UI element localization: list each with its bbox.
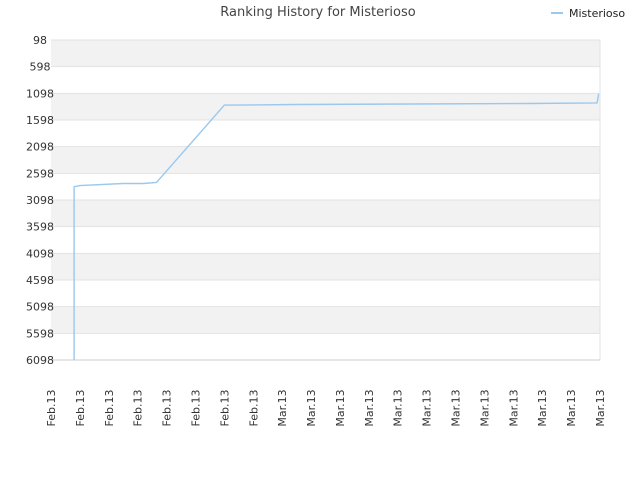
x-tick-label: Feb.13 <box>103 390 116 427</box>
plot-band <box>51 333 600 360</box>
y-tick-label: 5598 <box>26 327 54 340</box>
plot-band <box>51 40 600 67</box>
plot-band <box>51 146 600 174</box>
x-tick-label: Feb.13 <box>74 390 87 427</box>
plot-band <box>51 66 600 94</box>
chart-title: Ranking History for Misterioso <box>220 5 415 20</box>
plot-band <box>51 173 600 200</box>
plot-band <box>51 280 600 307</box>
x-tick-label: Mar.13 <box>450 389 463 426</box>
y-tick-label: 3598 <box>26 221 54 234</box>
x-tick-label: Feb.13 <box>45 390 58 427</box>
x-tick-label: Mar.13 <box>594 389 607 426</box>
plot-band <box>51 306 600 334</box>
x-tick-label: Feb.13 <box>218 390 231 427</box>
y-tick-label: 3098 <box>26 194 54 207</box>
y-axis: 98 598 1098 1598 2098 2598 3098 3598 4098 4598 509… <box>26 34 54 367</box>
x-tick-label: Mar.13 <box>565 389 578 426</box>
x-tick-label: Mar.13 <box>363 389 376 426</box>
legend-label: Misterioso <box>569 7 625 20</box>
y-tick-label: 4598 <box>26 274 54 287</box>
legend: Misterioso <box>551 7 625 20</box>
y-tick-label: 1098 <box>26 87 54 100</box>
y-tick-label: 2098 <box>26 141 54 154</box>
plot-band <box>51 93 600 120</box>
x-tick-label: Mar.13 <box>276 389 289 426</box>
y-tick-label: 5098 <box>26 301 54 314</box>
plot-bands <box>51 40 600 360</box>
plot-band <box>51 253 600 280</box>
x-tick-label: Mar.13 <box>392 389 405 426</box>
series-line <box>73 93 600 360</box>
x-tick-label: Mar.13 <box>421 389 434 426</box>
x-axis: Feb.13 Feb.13 Feb.13 Feb.13 Feb.13 Feb.13 Feb.… <box>45 389 607 426</box>
y-tick-label: 598 <box>30 61 51 74</box>
x-tick-label: Feb.13 <box>132 390 145 427</box>
plot-band <box>51 200 600 227</box>
x-tick-label: Feb.13 <box>247 390 260 427</box>
x-tick-label: Mar.13 <box>507 389 520 426</box>
y-tick-label: 2598 <box>26 167 54 180</box>
y-tick-label: 6098 <box>26 354 54 367</box>
x-tick-label: Mar.13 <box>478 389 491 426</box>
grid-lines <box>51 39 601 361</box>
y-tick-label: 4098 <box>26 247 54 260</box>
x-tick-label: Mar.13 <box>334 389 347 426</box>
x-tick-label: Feb.13 <box>189 390 202 427</box>
y-tick-label: 98 <box>33 34 47 47</box>
x-tick-label: Feb.13 <box>161 390 174 427</box>
plot-band <box>51 120 600 147</box>
x-tick-label: Mar.13 <box>305 389 318 426</box>
plot-band <box>51 226 600 254</box>
x-tick-label: Mar.13 <box>536 389 549 426</box>
y-tick-label: 1598 <box>26 114 54 127</box>
series-lines <box>73 93 600 360</box>
